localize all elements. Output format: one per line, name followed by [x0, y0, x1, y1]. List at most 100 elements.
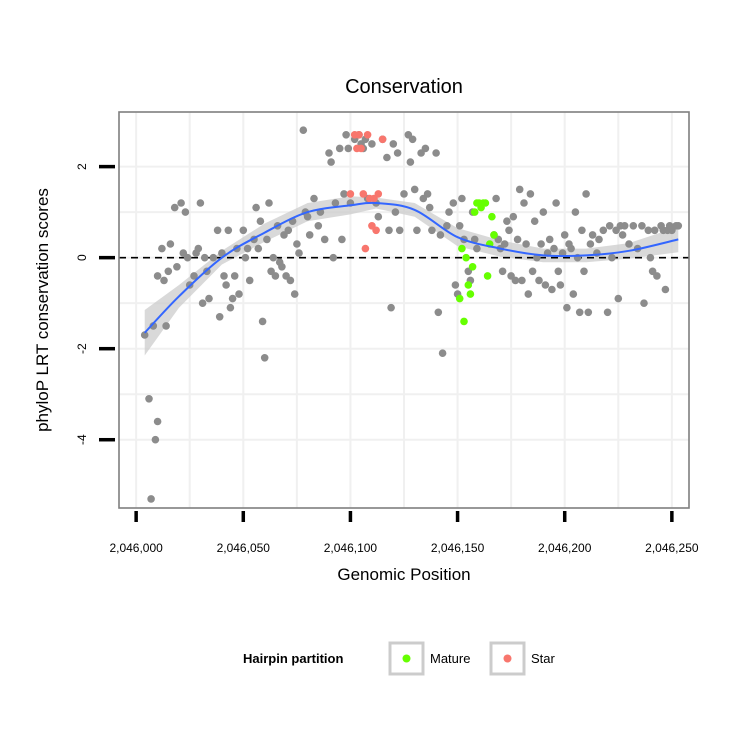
background-point [455, 222, 464, 230]
background-point [173, 263, 181, 271]
star-points [346, 131, 387, 253]
background-point [443, 222, 451, 230]
background-point [580, 267, 588, 276]
background-point [640, 299, 648, 308]
background-point [245, 276, 254, 285]
mature-points [455, 199, 498, 326]
background-point [545, 235, 554, 244]
mature-point [464, 281, 473, 289]
background-point [387, 303, 395, 312]
mature-point [462, 253, 470, 262]
background-point [629, 222, 638, 230]
background-point [209, 253, 218, 262]
background-point [518, 276, 526, 285]
background-point [661, 285, 670, 294]
background-point [228, 294, 237, 303]
background-point [620, 222, 629, 230]
background-point [196, 199, 205, 207]
background-point [299, 126, 308, 134]
background-point [425, 203, 434, 212]
background-point [603, 308, 612, 317]
star-point [355, 131, 363, 139]
background-point [410, 185, 419, 194]
background-point [170, 203, 179, 212]
background-point [500, 240, 509, 248]
star-point [359, 190, 368, 198]
background-point [340, 190, 348, 198]
background-point [522, 240, 530, 248]
background-point [470, 235, 479, 244]
background-point [147, 495, 155, 503]
mature-point [483, 272, 492, 280]
background-point [556, 281, 565, 289]
mature-point [468, 263, 477, 271]
background-point [588, 231, 597, 239]
background-point [400, 190, 408, 198]
legend-dot-star [503, 654, 512, 663]
legend: Hairpin partition Mature Star [243, 641, 556, 676]
background-point [554, 267, 563, 276]
background-point [389, 140, 398, 148]
mature-point [481, 199, 490, 207]
star-point [361, 244, 370, 253]
background-point [646, 253, 655, 262]
background-point [329, 253, 338, 262]
background-point [432, 149, 440, 157]
legend-title: Hairpin partition [243, 651, 343, 666]
background-point [235, 290, 243, 298]
background-point [428, 226, 436, 235]
background-point [505, 226, 513, 235]
background-point [331, 199, 340, 207]
star-point [363, 131, 372, 139]
background-point [183, 253, 192, 262]
legend-label-star: Star [531, 651, 556, 666]
background-point [252, 203, 260, 212]
mature-point [460, 317, 468, 326]
background-point [368, 140, 376, 148]
background-point [393, 149, 402, 157]
x-axis: 2,046,000 2,046,050 2,046,100 2,046,150 2,04… [109, 511, 699, 555]
background-point [608, 253, 616, 262]
background-point [509, 212, 518, 221]
background-point [511, 276, 520, 285]
background-point [239, 226, 248, 235]
background-point [638, 222, 646, 230]
background-point [395, 226, 404, 235]
background-point [269, 253, 278, 262]
background-point [222, 281, 230, 289]
mature-point [490, 231, 498, 239]
background-point [260, 354, 269, 362]
background-point [215, 313, 224, 321]
star-point [374, 190, 383, 198]
background-point [385, 226, 393, 235]
background-point [535, 276, 543, 285]
x-tick-label: 2,046,100 [324, 541, 378, 555]
background-point [563, 303, 571, 312]
background-point [194, 244, 203, 253]
y-tick-label: 2 [75, 163, 89, 170]
background-point [344, 144, 353, 153]
background-point [584, 308, 593, 317]
background-point [166, 240, 175, 248]
background-point [436, 231, 445, 239]
background-point [586, 240, 595, 248]
background-point [650, 226, 659, 235]
background-point [327, 158, 335, 166]
background-point [451, 281, 460, 289]
background-point [200, 253, 209, 262]
background-point [335, 144, 344, 153]
background-point [423, 190, 432, 198]
background-point [569, 290, 578, 298]
star-point [378, 135, 387, 144]
background-point [258, 317, 267, 326]
background-point [241, 253, 250, 262]
background-point [218, 249, 226, 257]
background-point [614, 294, 623, 303]
background-point [552, 199, 560, 207]
background-point [383, 153, 391, 162]
x-tick-label: 2,046,050 [217, 541, 271, 555]
background-point [438, 349, 447, 358]
background-point [158, 244, 166, 253]
panel-border [118, 111, 690, 509]
